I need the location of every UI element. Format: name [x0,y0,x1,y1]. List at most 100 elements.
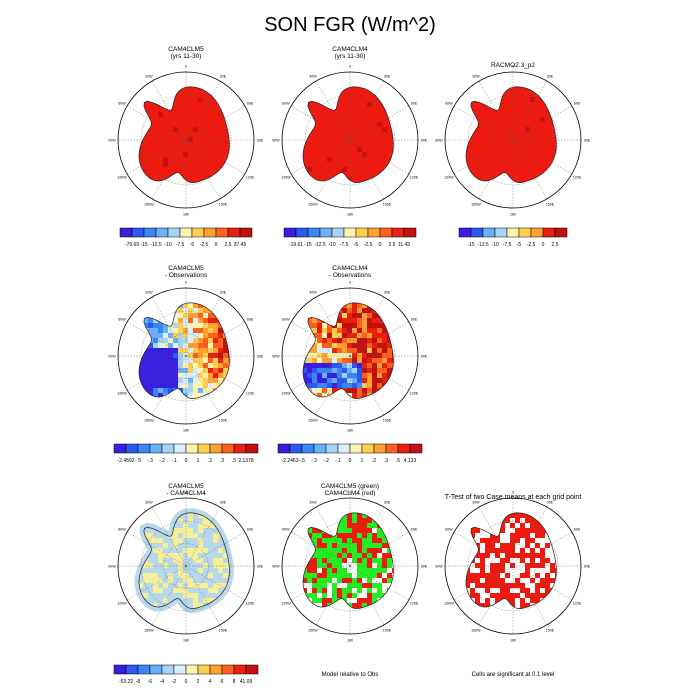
colorbar-label: -15 [304,242,311,248]
colorbar-swatch [197,443,211,454]
lon-label: 0 [185,65,187,69]
colorbar-label: 2.5 [225,242,232,248]
lon-label: 60W [118,102,126,106]
colorbar-swatch [221,664,235,675]
panel-title-line2: CAM4CLM4 (red) [324,490,376,497]
colorbar-swatch [209,443,223,454]
colorbar-swatch [167,227,181,238]
panel-title: CAM4CLM5 (green) CAM4CLM4 (red) [265,483,435,497]
colorbar-label: -12.5 [477,242,489,248]
lon-label: 30W [472,74,480,78]
lon-label: 90W [108,355,116,359]
lon-label: 90E [584,565,591,569]
lon-label: 90E [257,139,264,143]
colorbar-swatch [239,227,253,238]
lon-label: 60E [247,102,254,106]
colorbar-label: 2 [197,679,200,685]
colorbar: -63.22 -8 -6 -4 -2 0 2 4 6 8 41.09 [113,664,259,685]
colorbar-swatch [289,443,303,454]
lon-label: 0 [185,491,187,495]
lon-label: 30W [145,290,153,294]
colorbar-label: 4 [209,679,212,685]
colorbar-swatch [227,227,241,238]
lon-label: 120E [410,602,419,606]
lon-label: 60W [118,528,126,532]
lon-label: 180 [183,429,189,433]
colorbar: -19.61 -15 -12.5 -10 -7.5 -5 -2.5 0 2.5 11.43 [283,227,417,248]
lon-label: 150W [471,203,481,207]
colorbar-label: -63.22 [119,679,133,685]
colorbar-label: -4 [160,679,165,685]
map-frame [281,497,419,635]
colorbar-swatch [409,443,423,454]
panel-title-line2: (yrs 11-30) [170,53,202,60]
lon-label: 30E [220,500,227,504]
lon-label: 150W [308,419,318,423]
panel-title-line1: CAM4CLM5 [168,46,204,53]
lon-label: 120E [246,176,255,180]
lon-label: 90W [435,565,443,569]
map-cells [139,86,230,183]
map-cells [303,86,394,183]
colorbar-label: -12.5 [150,242,162,248]
lon-label: 120W [117,602,127,606]
lon-label: 180 [183,213,189,217]
colorbar-swatch [518,227,532,238]
panel-title-line2: - CAM4CLM4 [166,490,206,497]
map-cells [303,512,394,609]
colorbar-swatch [155,227,169,238]
colorbar-label: 4.133 [404,458,417,464]
map-frame [117,287,255,425]
colorbar-swatch [397,443,411,454]
map-frame [117,71,255,209]
colorbar-label: -10 [491,242,498,248]
polar-map: 0 30E 60E 90E 120E 150E 180 150W 120W 90W 60W 30W [108,491,264,643]
colorbar-label: -5 [190,242,195,248]
panel-title-line1: CAM4CLM5 [168,483,204,490]
polar-map: 0 30E 60E 90E 120E 150E 180 150W 120W 90W 60W 30W [272,281,427,433]
panel-title-line1: CAM4CLM5 [168,265,204,272]
lon-label: 30E [384,290,391,294]
panel-title: CAM4CLM5- Observations [101,265,271,279]
colorbar-label: -.2 [323,458,329,464]
colorbar: -15 -12.5 -10 -7.5 -5 -2.5 0 2.5 [458,227,568,248]
colorbar-swatch [307,227,321,238]
colorbar-swatch [137,664,151,675]
colorbar-label: -.2 [159,458,165,464]
panel-title: CAM4CLM5- CAM4CLM4 [101,483,271,497]
lon-label: 60E [574,528,581,532]
colorbar-swatch [173,443,187,454]
lon-label: 180 [510,639,516,643]
lon-label: 180 [510,213,516,217]
colorbar-label: -7.5 [503,242,512,248]
lon-label: 30E [547,74,554,78]
lon-label: 90W [272,565,280,569]
lon-label: 0 [349,491,351,495]
colorbar-label: -.3 [147,458,153,464]
lon-label: 60E [411,318,418,322]
lon-label: 30W [309,500,317,504]
colorbar-swatch [185,443,199,454]
lon-label: 90W [108,139,116,143]
lon-label: 150E [219,203,228,207]
colorbar-label: -8 [136,679,141,685]
colorbar-label: -.1 [171,458,177,464]
polar-map: 0 30E 60E 90E 120E 150E 180 150W 120W 90W 60W 30W [435,491,591,643]
colorbar-swatch [283,227,297,238]
colorbar-swatch [391,227,405,238]
colorbar-label: -.1 [335,458,341,464]
colorbar-swatch [301,443,315,454]
colorbar-swatch [385,443,399,454]
lon-label: 90E [257,565,264,569]
lon-label: 30E [220,290,227,294]
lon-label: 120E [573,602,582,606]
map-frame [281,71,419,209]
colorbar-label: 11.43 [398,242,410,248]
colorbar-label: .5 [232,458,236,464]
coastline [302,512,394,609]
colorbar-swatch [403,227,417,238]
polar-map: 0 30E 60E 90E 120E 150E 180 150W 120W 90W 60W 30W [272,491,427,643]
colorbar-swatch [203,227,217,238]
colorbar-swatch [149,443,163,454]
lon-label: 120E [573,176,582,180]
